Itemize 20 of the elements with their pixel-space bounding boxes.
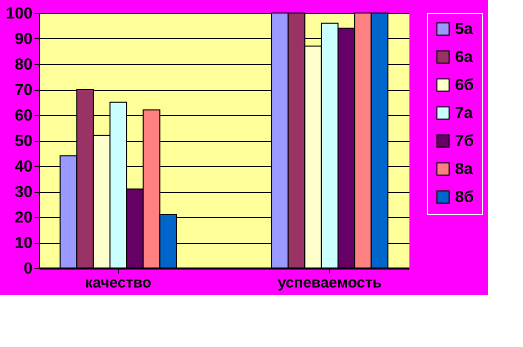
y-tick-label: 20: [14, 210, 33, 226]
y-tick-label: 40: [14, 158, 33, 176]
legend-label: 7б: [455, 133, 474, 150]
y-tick-label: 10: [14, 235, 33, 252]
y-tick-label: 60: [14, 108, 33, 124]
legend-label: 6а: [455, 49, 473, 66]
x-tick-label: успеваемость: [278, 274, 382, 292]
y-tick-label: 70: [14, 82, 33, 99]
y-tick-label: 80: [14, 56, 33, 74]
legend-label: 7а: [455, 105, 473, 122]
y-tick-label: 0: [24, 260, 33, 278]
legend-label: 8а: [455, 161, 473, 178]
y-tick-label: 30: [14, 184, 33, 201]
y-tick-label: 90: [14, 31, 33, 48]
legend-label: 8б: [455, 189, 474, 206]
legend-label: 6б: [455, 77, 474, 94]
x-tick-label: качество: [85, 274, 152, 292]
y-tick-label: 100: [6, 6, 33, 22]
y-tick-label: 50: [14, 133, 33, 150]
legend-label: 5а: [455, 21, 473, 38]
